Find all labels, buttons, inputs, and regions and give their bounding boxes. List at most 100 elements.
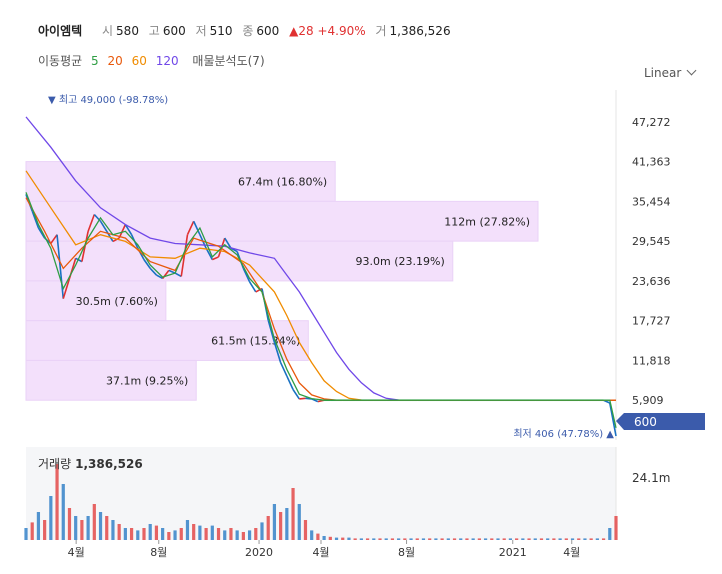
volume-panel-title: 거래량 <box>38 457 72 471</box>
scale-select[interactable]: Linear <box>644 65 697 80</box>
x-axis-ticks: 4월 8월 2020 4월 8월 2021 4월 <box>68 540 580 559</box>
volume-bar <box>241 532 245 540</box>
volume-bar <box>61 484 65 540</box>
price-segment <box>87 214 96 232</box>
stock-name: 아이엠텍 <box>38 24 83 38</box>
high-annotation: ▼ 최고 49,000 (-98.78%) <box>48 94 168 106</box>
volume-bar <box>272 504 277 540</box>
volume-bar <box>595 538 599 540</box>
price-segment <box>168 269 176 274</box>
volume-bar <box>129 528 134 540</box>
volume-bar <box>303 520 308 540</box>
volume-bar <box>43 520 47 540</box>
volume-bar <box>521 538 525 540</box>
ma20-toggle[interactable]: 20 <box>107 54 123 68</box>
high-label: 고 <box>148 24 160 38</box>
volume-bar <box>558 538 562 540</box>
price-segment <box>99 220 108 232</box>
volume-bar <box>198 525 202 540</box>
volume-profile: 67.4m (16.80%) 112m (27.82%) 93.0m (23.19%… <box>25 161 539 401</box>
volume-bar <box>564 538 568 540</box>
price-segment <box>192 220 201 236</box>
moving-averages <box>25 116 617 429</box>
volume-bar <box>111 520 115 540</box>
x-tick-label: 4월 <box>312 546 329 559</box>
x-tick-label: 8월 <box>150 546 167 559</box>
volume-bar <box>142 528 146 540</box>
volume-profile-label: 67.4m (16.80%) <box>238 175 327 188</box>
open-label: 시 <box>102 24 114 38</box>
ma60-toggle[interactable]: 60 <box>131 54 147 68</box>
price-segment <box>156 274 164 280</box>
price-segment <box>279 362 288 377</box>
ma120-toggle[interactable]: 120 <box>155 54 179 68</box>
volume-bar <box>359 538 363 540</box>
moving-average-bar: 이동평균 5 20 60 120 매물분석도(7) <box>38 52 265 69</box>
price-segment <box>205 247 214 260</box>
volume-bar <box>316 533 320 540</box>
price-segment <box>311 398 319 403</box>
volume-bar <box>55 464 59 540</box>
volume-bar <box>434 538 438 540</box>
volume-bar <box>279 512 283 540</box>
volume-bar <box>365 538 370 540</box>
price-segment <box>224 237 232 249</box>
volume-bar <box>570 538 575 540</box>
volume-bar <box>502 538 506 540</box>
volume-bar <box>285 508 289 540</box>
y-tick-label: 17,727 <box>632 315 671 328</box>
volume-bar <box>583 538 587 540</box>
volume-profile-band <box>25 359 197 401</box>
x-tick-label: 4월 <box>68 546 85 559</box>
price-segment <box>299 397 306 400</box>
price-segment <box>50 234 58 244</box>
volume-bar <box>154 525 159 540</box>
volume-profile-label: 30.5m (7.60%) <box>76 295 158 308</box>
price-segment <box>242 268 251 283</box>
volume-bar <box>577 538 581 540</box>
volume-bar <box>552 538 556 540</box>
volume-bar <box>452 538 457 540</box>
volume-bar <box>465 538 469 540</box>
y-tick-label: 41,363 <box>632 156 671 169</box>
volume-profile-toggle[interactable]: 매물분석도(7) <box>192 54 265 68</box>
volume-bar <box>614 516 618 540</box>
volume-bar <box>322 536 326 540</box>
price-segment <box>112 237 120 243</box>
price-segment <box>118 224 127 239</box>
volume-bar <box>148 524 152 540</box>
volume-bar <box>80 520 84 540</box>
x-tick-label: 4월 <box>563 546 580 559</box>
volume-bar <box>136 530 140 540</box>
last-price-tag <box>616 413 705 430</box>
y-tick-label: 35,454 <box>632 195 671 208</box>
y-axis-ticks: 47,272 41,363 35,454 29,545 23,636 17,727 11,8… <box>632 116 671 407</box>
ma120-line <box>25 116 616 401</box>
volume-bar <box>403 538 407 540</box>
volume-bar <box>409 538 413 540</box>
ma5-toggle[interactable]: 5 <box>91 54 99 68</box>
volume-bar <box>421 538 426 540</box>
volume-bar <box>440 538 444 540</box>
volume-bar <box>67 508 72 540</box>
volume-bars <box>24 464 618 540</box>
x-tick-label: 8월 <box>398 546 415 559</box>
volume-bar <box>601 538 606 540</box>
volume-bar <box>266 516 270 540</box>
price-segment <box>62 278 71 299</box>
x-tick-label: 2020 <box>245 546 273 559</box>
volume-bar <box>105 516 109 540</box>
volume-bar <box>229 528 233 540</box>
volume-profile-band <box>25 320 309 361</box>
volume-bar <box>260 522 264 540</box>
open-value: 580 <box>116 24 139 38</box>
scale-select-value: Linear <box>644 66 682 80</box>
volume-bar <box>384 538 388 540</box>
volume-profile-label: 37.1m (9.25%) <box>106 374 188 387</box>
y-tick-label: 29,545 <box>632 235 671 248</box>
volume-bar <box>459 538 463 540</box>
price-segment <box>609 402 617 437</box>
volume-profile-label: 112m (27.82%) <box>444 215 530 228</box>
volume-bar <box>483 538 488 540</box>
